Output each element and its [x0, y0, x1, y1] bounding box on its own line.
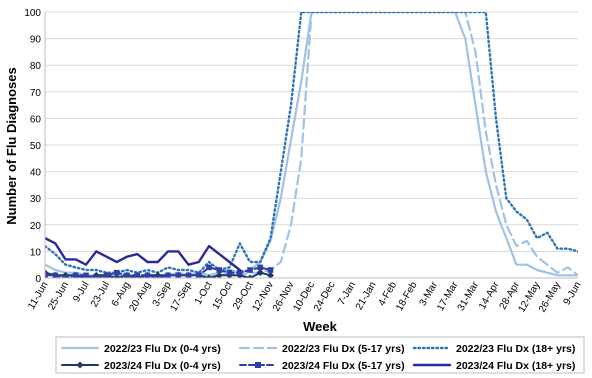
- data-point: [256, 269, 264, 277]
- legend-box: [55, 336, 585, 374]
- series-line-2022-23-flu-dx-0-4-yrs: [45, 12, 578, 277]
- data-point: [185, 272, 192, 278]
- x-tick-label: 25-Jun: [46, 280, 71, 312]
- legend-label: 2023/24 Flu Dx (18+ yrs): [456, 360, 575, 372]
- legend: 2022/23 Flu Dx (0-4 yrs) 2022/23 Flu Dx (…: [55, 336, 585, 374]
- legend-marker: [76, 361, 84, 369]
- x-tick-label: 18-Feb: [394, 280, 420, 313]
- x-tick-label: 21-Jan: [354, 280, 379, 312]
- data-point: [257, 264, 264, 271]
- data-point: [216, 267, 223, 273]
- data-point: [45, 272, 48, 278]
- legend-label: 2022/23 Flu Dx (0-4 yrs): [104, 343, 221, 355]
- x-tick-label: 9-Jul: [71, 280, 91, 304]
- data-point: [267, 267, 274, 273]
- data-point: [93, 275, 100, 278]
- x-axis-title: Week: [303, 319, 337, 334]
- data-point: [246, 274, 254, 278]
- data-point: [62, 275, 69, 278]
- y-tick-label: 80: [30, 61, 42, 72]
- y-tick-label: 100: [24, 8, 41, 19]
- series-line-2023-24-flu-dx-18-yrs: [45, 236, 242, 272]
- series-line-2023-24-flu-dx-5-17-yrs: [45, 266, 272, 278]
- data-point: [215, 271, 223, 278]
- legend-label: 2022/23 Flu Dx (18+ yrs): [456, 343, 575, 355]
- data-point: [124, 272, 130, 278]
- data-point: [165, 272, 171, 278]
- data-point: [226, 269, 233, 276]
- data-point: [83, 272, 89, 278]
- y-tick-label: 60: [30, 114, 42, 125]
- data-point: [103, 272, 110, 278]
- data-point: [144, 272, 151, 278]
- data-point: [175, 272, 182, 278]
- y-tick-label: 30: [30, 194, 42, 205]
- y-tick-label: 10: [30, 247, 42, 258]
- y-tick-labels: 0 10 20 30 40 50 60 70 80 90 100: [24, 8, 41, 285]
- data-point: [236, 269, 243, 276]
- axes: [44, 12, 578, 279]
- data-point: [195, 272, 202, 278]
- legend-label: 2022/23 Flu Dx (5-17 yrs): [282, 343, 405, 355]
- legend-label: 2023/24 Flu Dx (5-17 yrs): [282, 360, 405, 372]
- series-layer: [45, 12, 578, 278]
- y-tick-label: 40: [30, 168, 42, 179]
- data-point: [52, 272, 59, 278]
- y-tick-label: 20: [30, 221, 42, 232]
- data-point: [267, 271, 274, 278]
- y-tick-label: 50: [30, 141, 42, 152]
- x-tick-label: 31-Mar: [456, 279, 482, 313]
- legend-label: 2023/24 Flu Dx (0-4 yrs): [104, 360, 221, 372]
- x-tick-label: 9-Jun: [562, 280, 584, 307]
- data-point: [247, 267, 253, 273]
- y-tick-label: 90: [30, 35, 42, 46]
- data-point: [113, 269, 120, 276]
- data-point: [205, 274, 213, 278]
- x-tick-label: 17-Sep: [168, 280, 194, 314]
- y-axis-title: Number of Flu Diagnoses: [4, 67, 19, 224]
- y-tick-label: 0: [35, 274, 41, 285]
- data-point: [72, 272, 79, 278]
- data-point: [113, 274, 121, 278]
- legend-marker: [255, 362, 261, 368]
- x-tick-label: 23-Jul: [89, 280, 112, 309]
- series-line-2022-23-flu-dx-18-yrs: [45, 12, 578, 274]
- data-point: [206, 264, 212, 271]
- data-point: [154, 275, 161, 278]
- gridlines: [45, 11, 578, 279]
- data-point: [134, 272, 141, 278]
- y-tick-label: 70: [30, 88, 42, 99]
